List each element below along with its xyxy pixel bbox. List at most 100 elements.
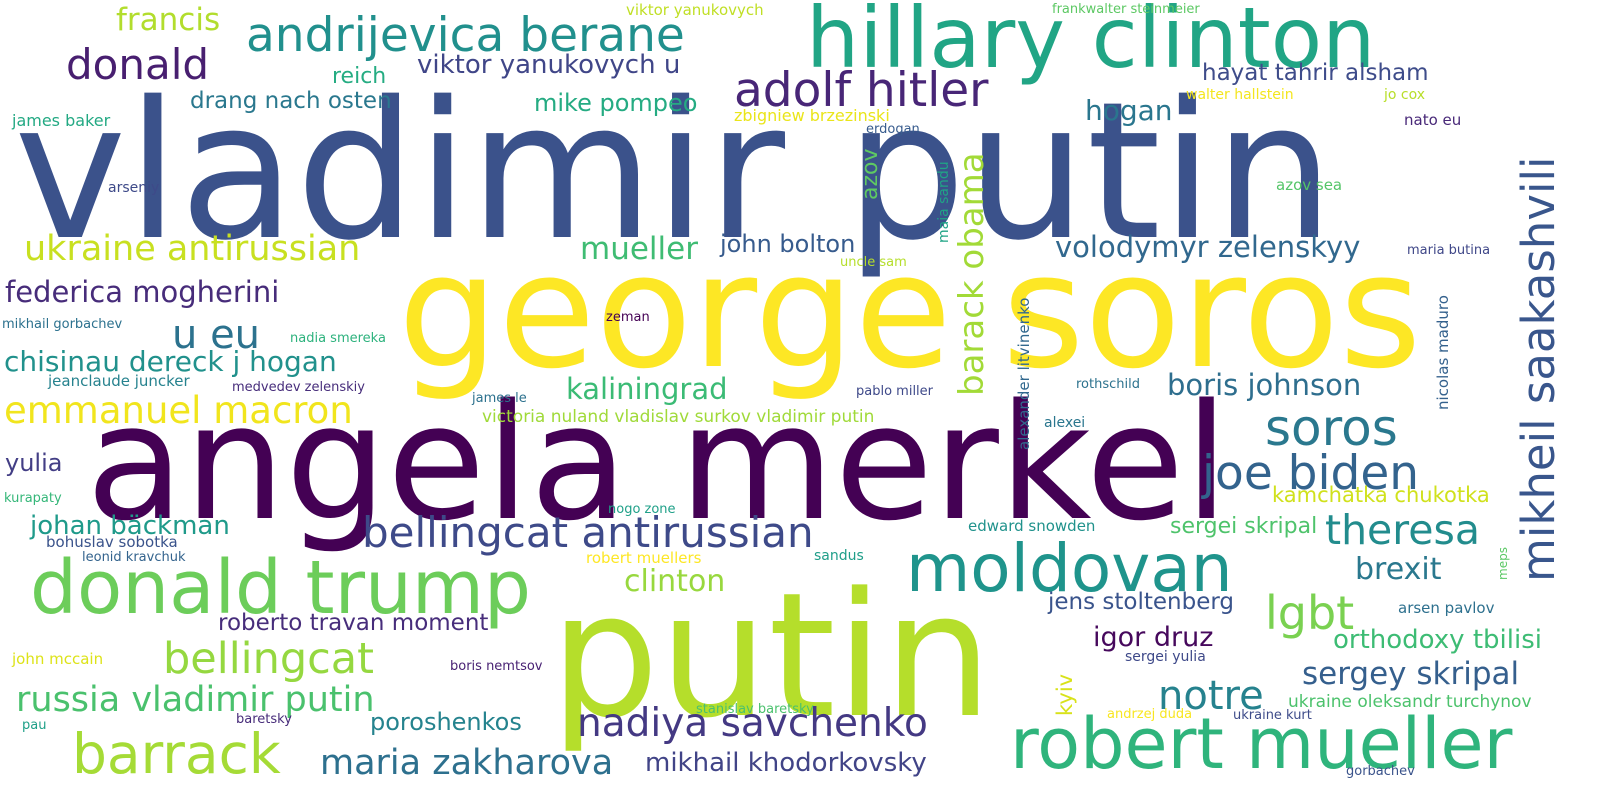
word-brexit: brexit bbox=[1355, 552, 1442, 587]
word-kaliningrad: kaliningrad bbox=[566, 372, 728, 406]
word-angela-merkel: angela merkel bbox=[86, 369, 1229, 556]
word-stanislav-baretsky: stanislav baretsky bbox=[696, 702, 814, 717]
word-mueller: mueller bbox=[580, 231, 698, 267]
word-arsen-pavlov: arsen pavlov bbox=[1398, 599, 1495, 617]
word-soros: soros bbox=[1265, 399, 1398, 457]
word-robert-muellers: robert muellers bbox=[586, 549, 702, 567]
word-azov-sea: azov sea bbox=[1276, 176, 1343, 194]
word-federica-mogherini: federica mogherini bbox=[5, 275, 280, 309]
word-yulia: yulia bbox=[5, 449, 63, 477]
word-jens-stoltenberg: jens stoltenberg bbox=[1048, 589, 1235, 615]
word-notre: notre bbox=[1158, 673, 1264, 719]
word-sandus: sandus bbox=[814, 548, 864, 564]
word-bellingcat: bellingcat bbox=[163, 634, 374, 684]
word-kyiv: kyiv bbox=[1053, 673, 1077, 716]
word-ukraine-kurt: ukraine kurt bbox=[1233, 708, 1312, 723]
word-frankwalter-steinmeier: frankwalter steinmeier bbox=[1052, 2, 1200, 17]
word-andrijevica-berane: andrijevica berane bbox=[246, 8, 685, 63]
word-mike-pompeo: mike pompeo bbox=[534, 89, 698, 117]
word-sergei-skripal: sergei skripal bbox=[1170, 514, 1318, 539]
word-nicolas-maduro: nicolas maduro bbox=[1434, 295, 1452, 410]
word-russia-vladimir-putin: russia vladimir putin bbox=[16, 680, 375, 720]
word-barrack: barrack bbox=[72, 722, 281, 786]
word-pau: pau bbox=[22, 718, 47, 733]
word-mikhail-khodorkovsky: mikhail khodorkovsky bbox=[645, 748, 927, 778]
word-boris-johnson: boris johnson bbox=[1167, 368, 1362, 402]
word-hillary-clinton: hillary clinton bbox=[806, 0, 1376, 87]
word-vladimir-putin: vladimir putin bbox=[14, 61, 1335, 282]
word-hayat-tahrir-alsham: hayat tahrir alsham bbox=[1202, 60, 1429, 86]
word-nadia-smereka: nadia smereka bbox=[290, 331, 386, 346]
word-donald-trump: donald trump bbox=[30, 545, 531, 631]
word-mikheil-saakashvili: mikheil saakashvili bbox=[1512, 156, 1565, 582]
word-gorbachev: gorbachev bbox=[1346, 764, 1415, 779]
word-jeanclaude-juncker: jeanclaude juncker bbox=[48, 372, 190, 390]
word-pablo-miller: pablo miller bbox=[856, 384, 934, 399]
word-nadiya-savchenko: nadiya savchenko bbox=[577, 701, 928, 746]
word-nogo-zone: nogo zone bbox=[608, 502, 676, 517]
word-putin: putin bbox=[550, 555, 993, 756]
word-zeman: zeman bbox=[606, 310, 650, 325]
word-azov: azov bbox=[858, 148, 883, 200]
word-james-baker: james baker bbox=[12, 111, 111, 130]
word-donald: donald bbox=[66, 40, 210, 89]
word-kurapaty: kurapaty bbox=[4, 491, 62, 506]
word-george-soros: george soros bbox=[398, 220, 1422, 404]
word-rothschild: rothschild bbox=[1076, 377, 1140, 392]
word-poroshenkos: poroshenkos bbox=[370, 708, 522, 736]
word-walter-hallstein: walter hallstein bbox=[1186, 87, 1294, 103]
word-maria-zakharova: maria zakharova bbox=[320, 743, 614, 783]
word-robert-mueller: robert mueller bbox=[1010, 703, 1513, 785]
word-adolf-hitler: adolf hitler bbox=[734, 63, 989, 118]
word-igor-druz: igor druz bbox=[1093, 622, 1214, 653]
word-theresa: theresa bbox=[1325, 506, 1480, 554]
word-reich: reich bbox=[332, 64, 387, 89]
word-emmanuel-macron: emmanuel macron bbox=[4, 389, 353, 432]
word-viktor-yanukovych-u: viktor yanukovych u bbox=[417, 50, 681, 80]
word-nato-eu: nato eu bbox=[1404, 111, 1462, 129]
word-mikhail-gorbachev: mikhail gorbachev bbox=[2, 317, 123, 332]
word-zbigniew-brzezinski: zbigniew brzezinski bbox=[734, 106, 890, 125]
word-francis: francis bbox=[116, 2, 221, 38]
word-joe-biden: joe biden bbox=[1202, 446, 1420, 501]
word-sergei-yulia: sergei yulia bbox=[1125, 649, 1206, 665]
word-viktor-yanukovych: viktor yanukovych bbox=[626, 1, 764, 19]
word-chisinau-dereck-j-hogan: chisinau dereck j hogan bbox=[4, 345, 337, 378]
word-u-eu: u eu bbox=[172, 312, 261, 358]
word-maria-butina: maria butina bbox=[1407, 243, 1491, 258]
word-sergey-skripal: sergey skripal bbox=[1302, 656, 1520, 692]
word-ukraine-antirussian: ukraine antirussian bbox=[24, 229, 361, 269]
word-leonid-kravchuk: leonid kravchuk bbox=[82, 550, 186, 565]
word-uncle-sam: uncle sam bbox=[840, 255, 907, 270]
word-ukraine-oleksandr-turchynov: ukraine oleksandr turchynov bbox=[1288, 692, 1532, 712]
word-volodymyr-zelenskyy: volodymyr zelenskyy bbox=[1055, 230, 1361, 264]
word-kamchatka-chukotka: kamchatka chukotka bbox=[1272, 483, 1490, 507]
word-drang-nach-osten: drang nach osten bbox=[190, 88, 392, 114]
word-james-le: james le bbox=[472, 391, 527, 406]
word-hogan: hogan bbox=[1085, 94, 1173, 127]
word-victoria-nuland-vladislav-surkov-vladimir-putin: victoria nuland vladislav surkov vladimi… bbox=[482, 407, 875, 427]
word-andrzej-duda: andrzej duda bbox=[1107, 707, 1193, 722]
word-jo-cox: jo cox bbox=[1384, 87, 1426, 103]
word-john-mccain: john mccain bbox=[12, 650, 104, 668]
word-johan-backman: johan bäckman bbox=[30, 511, 230, 541]
word-alexander-litvinenko: alexander litvinenko bbox=[1015, 297, 1033, 450]
word-arseniy: arseniy bbox=[108, 180, 160, 196]
word-alexei: alexei bbox=[1044, 415, 1086, 431]
word-john-bolton: john bolton bbox=[720, 230, 856, 258]
word-maia-sandu: maia sandu bbox=[936, 161, 952, 243]
word-boris-nemtsov: boris nemtsov bbox=[450, 659, 543, 674]
word-bellingcat-antirussian: bellingcat antirussian bbox=[362, 508, 814, 557]
word-meps: meps bbox=[1496, 547, 1510, 580]
word-bohuslav-sobotka: bohuslav sobotka bbox=[46, 533, 178, 551]
word-moldovan: moldovan bbox=[906, 530, 1233, 607]
word-roberto-travan-moment: roberto travan moment bbox=[218, 610, 489, 636]
word-baretsky: baretsky bbox=[236, 712, 292, 727]
word-barack-obama: barack obama bbox=[952, 152, 992, 396]
word-erdogan: erdogan bbox=[866, 122, 920, 137]
word-medvedev-zelenskiy: medvedev zelenskiy bbox=[232, 380, 365, 395]
word-lgbt: lgbt bbox=[1265, 586, 1355, 640]
word-edward-snowden: edward snowden bbox=[968, 517, 1096, 535]
word-clinton: clinton bbox=[624, 564, 726, 599]
